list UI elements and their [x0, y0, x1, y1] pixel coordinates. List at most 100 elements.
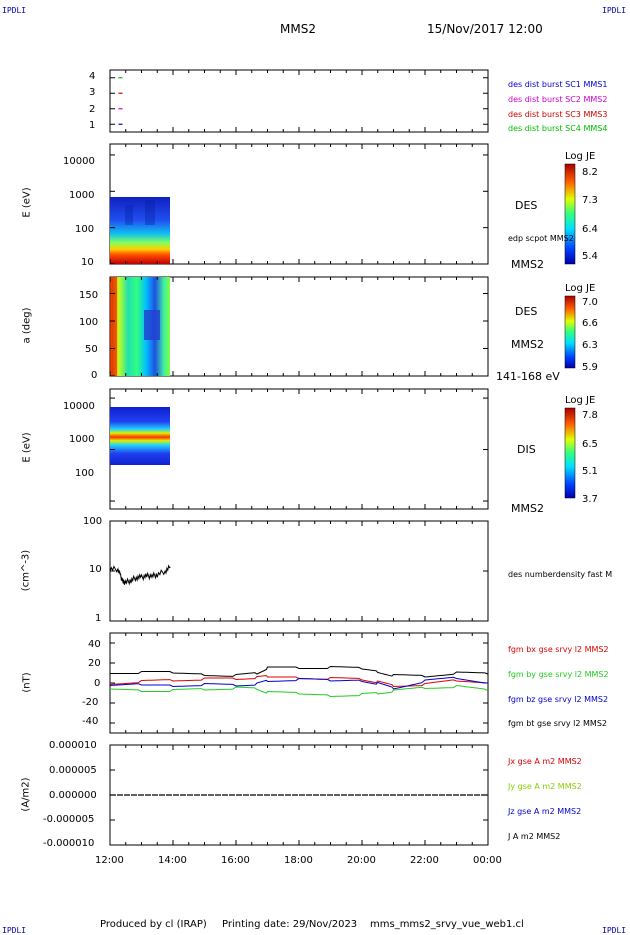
des-pitch-cb-tick-3: 5.9	[582, 362, 598, 373]
x-tick-1600: 16:00	[221, 855, 250, 866]
dis-energy-tick-10000: 10000	[63, 401, 95, 412]
x-tick-1800: 18:00	[284, 855, 313, 866]
dis-energy-spacecraft: MMS2	[511, 502, 544, 515]
des-energy-spectrogram	[110, 197, 170, 264]
colorbar-des-energy	[564, 163, 576, 265]
burst-tick-1: 1	[89, 120, 96, 131]
des-energy-texture	[125, 200, 155, 225]
des-energy-cb-tick-1: 7.3	[582, 195, 598, 206]
bfield-legend-bz: fgm bz gse srvy l2 MMS2	[508, 695, 609, 704]
dis-energy-cb-tick-3: 3.7	[582, 494, 598, 505]
bfield-legend-by: fgm by gse srvy l2 MMS2	[508, 670, 609, 679]
current-tick-0: 0.000010	[49, 740, 97, 751]
des-pitch-tick-150: 150	[79, 290, 99, 301]
des-energy-spacecraft: MMS2	[511, 258, 544, 271]
burst-tick-4: 4	[89, 71, 96, 82]
bfield-tick-neg40: -40	[82, 716, 99, 727]
dis-energy-ylabel: E (eV)	[21, 432, 33, 463]
burst-tick-2: 2	[89, 104, 96, 115]
corner-label-top-right: IPDLI	[602, 6, 627, 15]
des-pitch-spacecraft: MMS2	[511, 338, 544, 351]
footer-filename: mms_mms2_srvy_vue_web1.cl	[370, 919, 524, 930]
density-tick-10: 10	[89, 564, 102, 575]
des-energy-cb-tick-2: 6.4	[582, 224, 598, 235]
current-ylabel: (A/m2)	[20, 777, 32, 812]
x-tick-1400: 14:00	[158, 855, 187, 866]
des-pitch-spectrogram	[110, 277, 170, 376]
bfield-legend-bt: fgm bt gse srvy l2 MMS2	[508, 719, 607, 728]
bfield-tick-0: 0	[94, 678, 101, 689]
x-tick-2200: 22:00	[410, 855, 439, 866]
des-energy-tick-10000: 10000	[63, 156, 95, 167]
des-energy-overlay: edp scpot MMS2	[508, 234, 574, 243]
bfield-ylabel: (nT)	[21, 672, 33, 693]
burst-tick-3: 3	[89, 87, 96, 98]
current-tick-4: -0.000010	[43, 838, 95, 849]
footer-printing-date: Printing date: 29/Nov/2023	[222, 919, 358, 930]
bfield-legend-bx: fgm bx gse srvy l2 MMS2	[508, 645, 609, 654]
des-energy-instrument: DES	[515, 199, 538, 212]
dis-energy-spectrogram	[110, 407, 170, 465]
des-pitch-cb-tick-0: 7.0	[582, 297, 598, 308]
des-pitch-energy-range: 141-168 eV	[496, 370, 560, 383]
des-energy-tick-10: 10	[81, 257, 94, 268]
dis-energy-tick-1000: 1000	[69, 434, 95, 445]
dis-energy-cb-tick-2: 5.1	[582, 466, 598, 477]
dis-energy-tick-100: 100	[75, 468, 95, 479]
corner-label-top-left: IPDLI	[2, 6, 27, 15]
dis-energy-colorbar-title: Log JE	[565, 395, 596, 406]
des-pitch-tick-0: 0	[91, 370, 98, 381]
burst-legend-mms2: des dist burst SC2 MMS2	[508, 95, 608, 104]
current-tick-3: -0.000005	[43, 814, 95, 825]
des-pitch-colorbar-title: Log JE	[565, 283, 596, 294]
density-tick-100: 100	[83, 516, 103, 527]
bfield-tick-neg20: -20	[82, 697, 99, 708]
current-legend-jy: Jy gse A m2 MMS2	[508, 782, 582, 791]
des-pitch-cb-tick-1: 6.6	[582, 318, 598, 329]
current-legend-j: J A m2 MMS2	[508, 832, 561, 841]
current-legend-jz: Jz gse A m2 MMS2	[508, 807, 582, 816]
bfield-tick-20: 20	[88, 658, 101, 669]
corner-label-bottom-left: IPDLI	[2, 926, 27, 935]
dis-energy-instrument: DIS	[517, 443, 536, 456]
dis-energy-cb-tick-1: 6.5	[582, 439, 598, 450]
current-tick-1: 0.000005	[49, 765, 97, 776]
des-pitch-ylabel: a (deg)	[21, 307, 33, 344]
bt-line	[110, 665, 489, 678]
current-tick-2: 0.000000	[49, 790, 97, 801]
density-legend: des numberdensity fast M	[508, 570, 613, 579]
des-energy-cb-tick-3: 5.4	[582, 251, 598, 262]
panel-frame-burst	[109, 69, 489, 133]
des-energy-tick-100: 100	[75, 224, 95, 235]
burst-legend-mms1: des dist burst SC1 MMS1	[508, 80, 608, 89]
density-line	[109, 564, 171, 586]
current-legend-jx: Jx gse A m2 MMS2	[508, 757, 582, 766]
bfield-tick-40: 40	[88, 639, 101, 650]
by-line	[109, 684, 489, 698]
colorbar-des-pitch	[564, 295, 576, 369]
bz-line	[109, 676, 488, 690]
des-pitch-tick-100: 100	[79, 317, 99, 328]
corner-label-bottom-right: IPDLI	[602, 926, 627, 935]
des-energy-tick-1000: 1000	[69, 190, 95, 201]
datetime-title: 15/Nov/2017 12:00	[427, 22, 543, 36]
x-tick-1200: 12:00	[95, 855, 124, 866]
x-tick-2000: 20:00	[347, 855, 376, 866]
des-pitch-texture	[112, 277, 160, 376]
burst-legend-mms3: des dist burst SC3 MMS3	[508, 110, 608, 119]
spacecraft-title: MMS2	[280, 22, 316, 36]
des-pitch-cb-tick-2: 6.3	[582, 340, 598, 351]
burst-legend-mms4: des dist burst SC4 MMS4	[508, 124, 608, 133]
colorbar-dis-energy	[564, 407, 576, 499]
x-tick-0000: 00:00	[473, 855, 502, 866]
density-ylabel: (cm^-3)	[20, 549, 32, 592]
des-energy-cb-tick-0: 8.2	[582, 167, 598, 178]
density-tick-1: 1	[95, 613, 102, 624]
des-energy-colorbar-title: Log JE	[565, 151, 596, 162]
footer-produced-by: Produced by cl (IRAP)	[100, 919, 207, 930]
des-pitch-instrument: DES	[515, 305, 538, 318]
des-energy-ylabel: E (eV)	[21, 187, 33, 218]
chart-dynamic-layer	[109, 70, 489, 846]
dis-energy-cb-tick-0: 7.8	[582, 410, 598, 421]
